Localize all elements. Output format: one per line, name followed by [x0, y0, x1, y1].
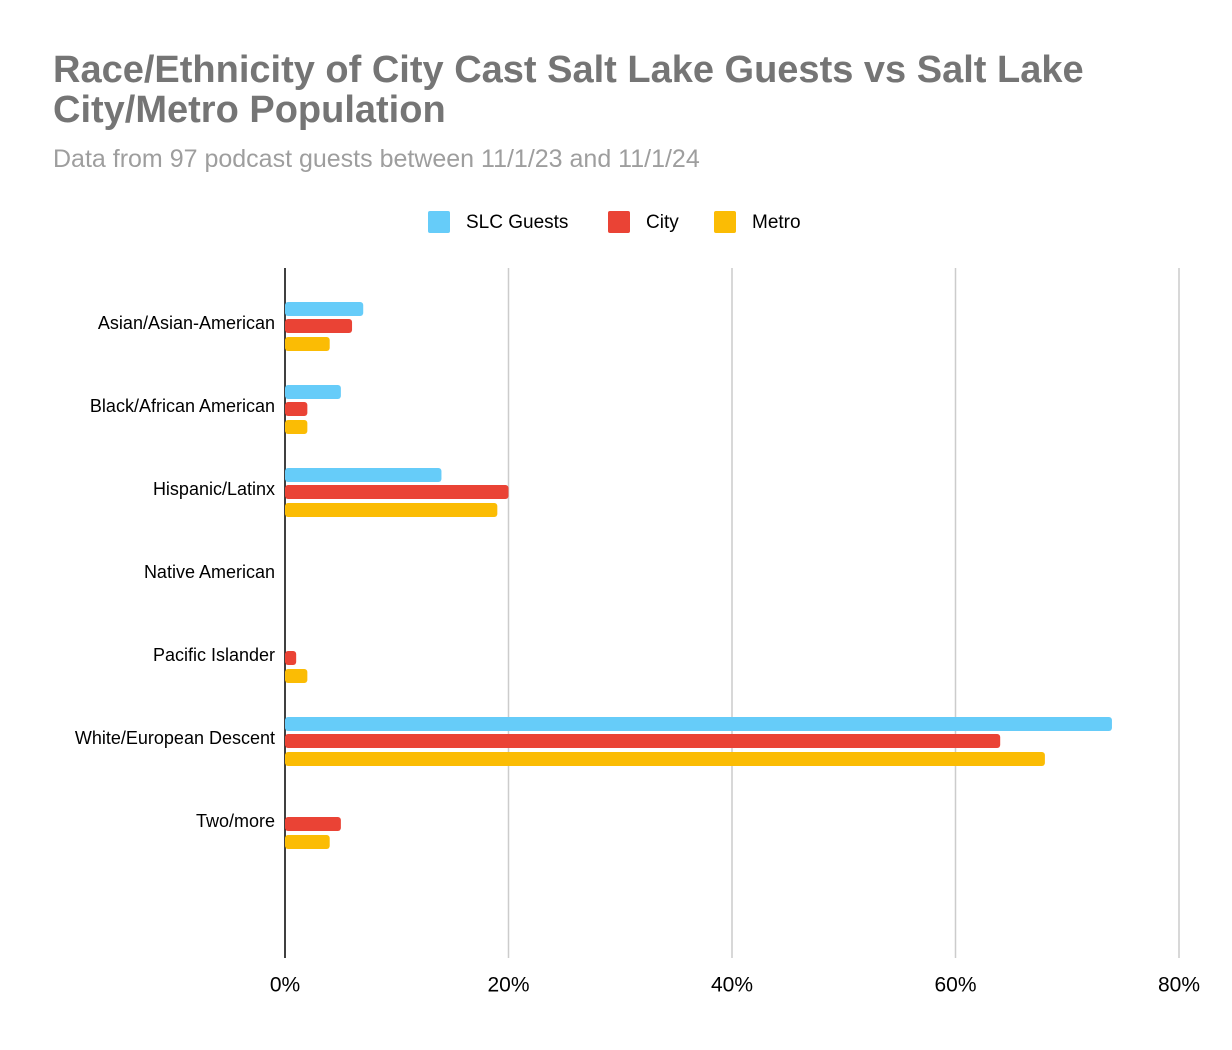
x-tick-label: 0%: [270, 974, 300, 997]
bar: [285, 669, 308, 683]
bar: [285, 734, 1001, 748]
bar: [285, 651, 297, 665]
bar: [285, 385, 341, 399]
y-tick-label: Black/African American: [90, 396, 275, 416]
legend-label: City: [646, 212, 679, 233]
legend-swatch: [714, 211, 736, 233]
legend-swatch: [608, 211, 630, 233]
y-tick-label: Two/more: [196, 811, 275, 831]
bar: [285, 319, 353, 333]
y-tick-label: Asian/Asian-American: [98, 313, 275, 333]
y-tick-label: White/European Descent: [75, 728, 275, 748]
chart-subtitle: Data from 97 podcast guests between 11/1…: [53, 145, 700, 173]
bar: [285, 402, 308, 416]
x-tick-label: 80%: [1158, 974, 1200, 997]
chart-title: Race/Ethnicity of City Cast Salt Lake Gu…: [53, 49, 1084, 131]
bar: [285, 752, 1045, 766]
legend-label: SLC Guests: [466, 212, 568, 233]
bar: [285, 503, 498, 517]
legend-label: Metro: [752, 212, 801, 233]
y-tick-label: Pacific Islander: [153, 645, 275, 665]
legend-swatch: [428, 211, 450, 233]
bar: [285, 817, 341, 831]
bar: [285, 302, 364, 316]
x-tick-label: 40%: [711, 974, 753, 997]
y-tick-label: Hispanic/Latinx: [153, 479, 275, 499]
bar: [285, 420, 308, 434]
bar: [285, 337, 330, 351]
bar: [285, 717, 1112, 731]
x-tick-label: 60%: [934, 974, 976, 997]
bar: [285, 468, 442, 482]
bar: [285, 485, 509, 499]
y-tick-label: Native American: [144, 562, 275, 582]
x-tick-label: 20%: [487, 974, 529, 997]
bar: [285, 835, 330, 849]
